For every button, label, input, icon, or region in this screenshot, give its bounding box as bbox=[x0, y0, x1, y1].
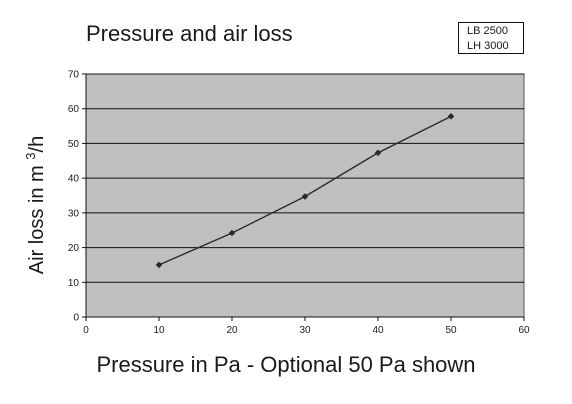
legend-box: LB 2500 LH 3000 bbox=[458, 22, 524, 54]
x-tick-label-10: 10 bbox=[153, 325, 165, 336]
x-tick-label-0: 0 bbox=[83, 325, 89, 336]
data-point-20 bbox=[228, 229, 236, 237]
y-tick-label-50: 50 bbox=[68, 139, 80, 150]
data-point-50 bbox=[447, 113, 455, 120]
y-tick-label-20: 20 bbox=[68, 243, 80, 254]
y-tick-label-70: 70 bbox=[68, 70, 80, 81]
x-tick-label-50: 50 bbox=[445, 325, 457, 336]
chart-title: Pressure and air loss bbox=[86, 21, 293, 46]
y-tick-label-10: 10 bbox=[68, 278, 80, 289]
y-tick-label-30: 30 bbox=[68, 208, 80, 219]
x-axis-label: Pressure in Pa - Optional 50 Pa shown bbox=[96, 352, 476, 377]
x-tick-label-60: 60 bbox=[518, 325, 530, 336]
x-tick-label-40: 40 bbox=[372, 325, 384, 336]
y-axis-label-unit: /h bbox=[25, 135, 48, 153]
x-tick-label-20: 20 bbox=[226, 325, 238, 336]
x-tick-label-30: 30 bbox=[299, 325, 311, 336]
legend-entry-lb: LB 2500 bbox=[467, 25, 508, 37]
y-axis-label-superscript: 3 bbox=[23, 152, 39, 160]
y-tick-label-40: 40 bbox=[68, 174, 80, 185]
data-point-40 bbox=[374, 149, 382, 157]
y-tick-label-60: 60 bbox=[68, 104, 80, 115]
y-axis-label-main: Air loss in m bbox=[25, 159, 48, 275]
y-tick-label-0: 0 bbox=[73, 313, 79, 324]
y-axis-label: Air loss in m 3/h bbox=[23, 136, 49, 274]
legend-entry-lh: LH 3000 bbox=[467, 40, 509, 52]
data-point-10 bbox=[155, 261, 163, 269]
data-point-30 bbox=[301, 193, 309, 200]
